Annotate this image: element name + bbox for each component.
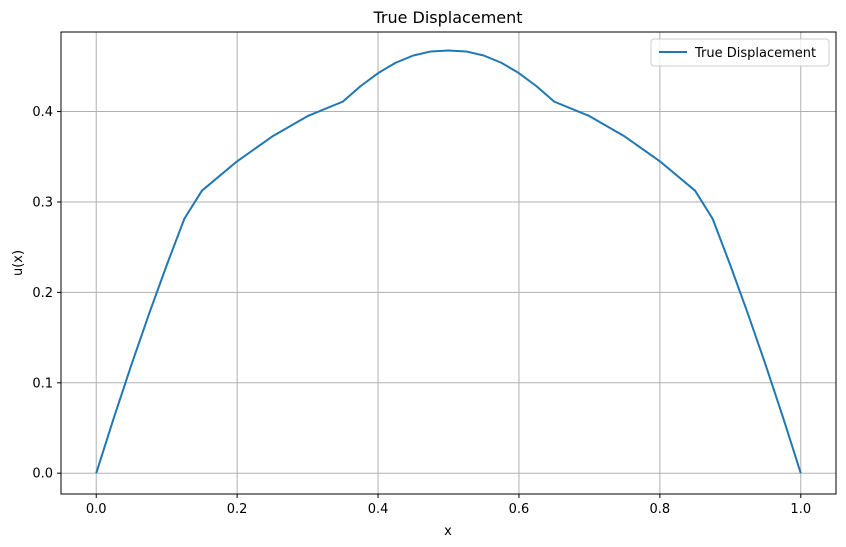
gridlines — [61, 32, 836, 494]
plot-lines — [95, 49, 802, 474]
series-line-true-displacement — [95, 49, 802, 474]
x-axis-ticks: 0.0 0.2 0.4 0.6 0.8 1.0 — [86, 494, 811, 517]
y-tick-label: 0.4 — [32, 105, 53, 120]
chart-title: True Displacement — [372, 8, 522, 27]
legend-label: True Displacement — [694, 46, 816, 61]
x-axis-label: x — [444, 524, 452, 539]
legend: True Displacement — [650, 38, 830, 67]
y-tick-label: 0.1 — [32, 376, 53, 391]
x-tick-label: 0.6 — [509, 502, 530, 517]
y-tick-label: 0.2 — [32, 286, 53, 301]
x-tick-label: 0.4 — [368, 502, 389, 517]
y-tick-label: 0.3 — [32, 195, 53, 210]
plot-area-frame — [60, 31, 837, 495]
x-tick-label: 1.0 — [790, 502, 811, 517]
legend-frame — [650, 38, 830, 67]
x-tick-label: 0.0 — [86, 502, 107, 517]
x-tick-label: 0.2 — [227, 502, 248, 517]
x-tick-label: 0.8 — [650, 502, 671, 517]
y-axis-label: u(x) — [11, 250, 26, 276]
y-tick-label: 0.0 — [32, 467, 53, 482]
y-axis-ticks: 0.0 0.1 0.2 0.3 0.4 — [32, 105, 61, 482]
